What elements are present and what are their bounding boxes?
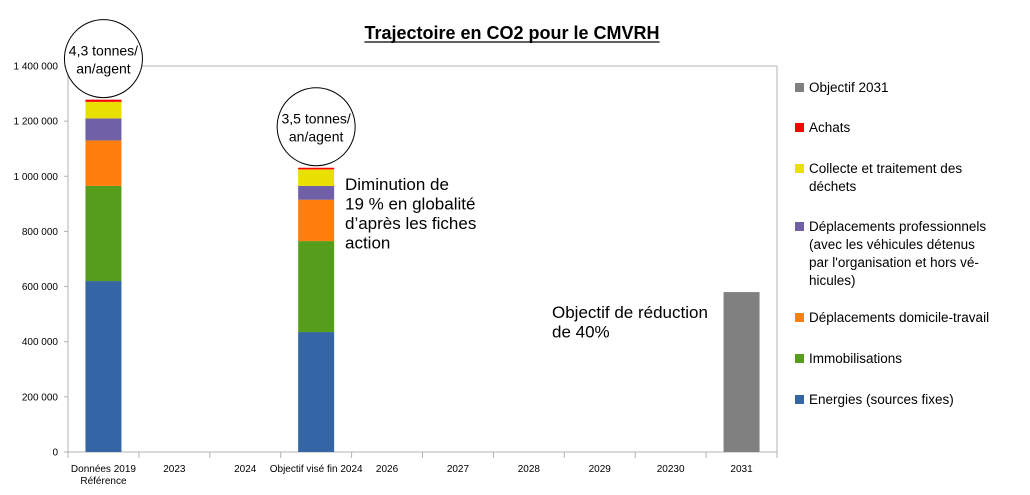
bar-segment <box>85 118 122 141</box>
x-tick-label: 2027 <box>447 464 470 475</box>
y-tick-label: 1 400 000 <box>14 62 59 73</box>
annotation-bubble <box>63 19 143 99</box>
plot-area: 0 200 000 400 000 600 000 800 000 1 000 000 1 … <box>14 19 778 487</box>
y-tick-label: 0 <box>52 448 58 459</box>
bar-segment <box>85 99 122 102</box>
legend-swatch <box>795 164 804 173</box>
y-tick-label: 200 000 <box>22 392 59 403</box>
bar-segment <box>85 185 122 282</box>
legend-swatch <box>795 395 804 404</box>
legend-swatch <box>795 222 804 231</box>
legend-label: Energies (sources fixes) <box>809 392 954 407</box>
legend-swatch <box>795 313 804 322</box>
x-tick-label: 2029 <box>589 464 612 475</box>
annotation-text: 4,3 tonnes/an/agent <box>69 43 138 77</box>
x-tick-label: 2031 <box>730 464 753 475</box>
x-tick-label: 2026 <box>376 464 399 475</box>
annotation-bubble <box>276 87 356 167</box>
bar-segment <box>298 185 335 200</box>
legend-label: Déplacements domicile-travail <box>809 310 989 325</box>
legend-swatch <box>795 123 804 132</box>
legend-swatch <box>795 83 804 92</box>
legend: Objectif 2031 Achats Collecte et traitemen… <box>795 80 989 407</box>
x-tick-label: 2024 <box>234 464 257 475</box>
chart-title: Trajectoire en CO2 pour le CMVRH <box>364 23 659 43</box>
y-tick-label: 600 000 <box>22 282 59 293</box>
x-tick-label: 20230 <box>657 464 685 475</box>
x-tick-label: 2023 <box>163 464 186 475</box>
y-tick-label: 1 000 000 <box>14 172 59 183</box>
x-tick-label: Objectif visé fin 2024 <box>270 464 363 475</box>
legend-label: Immobilisations <box>809 351 902 366</box>
legend-label: Collecte et traitement des déchets <box>809 161 962 194</box>
y-tick-label: 800 000 <box>22 227 59 238</box>
bar-segment <box>298 199 335 242</box>
annotation-text: 3,5 tonnes/an/agent <box>282 111 351 145</box>
bar-segment <box>298 241 335 333</box>
bar-segment <box>298 167 335 170</box>
bar-segment <box>298 332 335 452</box>
chart-note: Objectif de réduction de 40% <box>552 303 708 342</box>
bar-segment <box>298 169 335 186</box>
legend-label: Objectif 2031 <box>809 80 889 95</box>
bar-segment <box>85 140 122 186</box>
chart-note: Diminution de 19 % en globalité d’après le… <box>345 175 476 253</box>
x-tick-label: 2028 <box>518 464 541 475</box>
bar-segment <box>85 101 122 119</box>
legend-swatch <box>795 354 804 363</box>
legend-label: Achats <box>809 120 851 135</box>
x-tick-label: Données 2019 Référence <box>71 464 136 487</box>
legend-label: Déplacements professionnels (avec les véh… <box>809 219 986 288</box>
y-tick-label: 400 000 <box>22 337 59 348</box>
bar-segment <box>723 292 760 452</box>
bar-segment <box>85 281 122 452</box>
y-tick-label: 1 200 000 <box>14 117 59 128</box>
